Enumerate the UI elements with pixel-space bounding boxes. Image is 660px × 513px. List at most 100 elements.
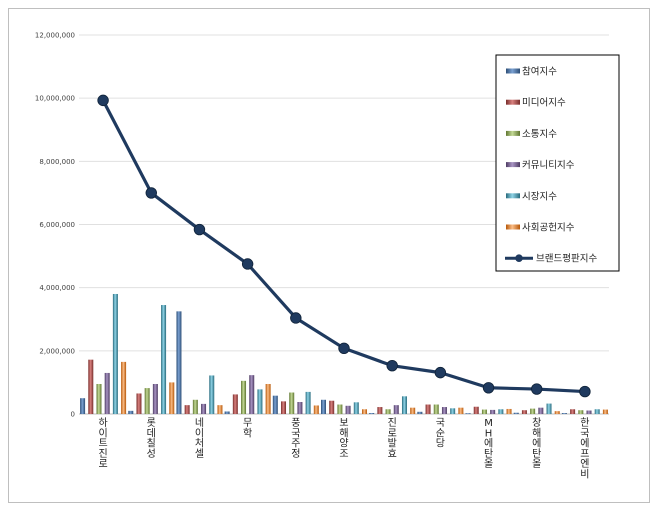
bar-5-9: [498, 409, 504, 414]
bar-1-5: [272, 395, 278, 414]
bar-6-4: [265, 383, 271, 414]
bar-2-11: [570, 409, 576, 414]
bar-5-4: [257, 389, 263, 414]
bar-4-5: [297, 401, 303, 414]
bar-3-5: [289, 392, 295, 414]
y-tick-label: 6,000,000: [39, 221, 75, 229]
bar-4-4: [249, 375, 255, 414]
brand-index-line: [97, 94, 591, 398]
bar-1-1: [80, 398, 86, 414]
bar-2-8: [425, 404, 431, 414]
legend-label: 참여지수: [522, 66, 557, 78]
bar-3-3: [192, 399, 198, 414]
bar-1-11: [561, 413, 567, 414]
bar-4-8: [441, 407, 447, 414]
bar-4-10: [538, 407, 544, 414]
line-point-5: [290, 312, 302, 324]
bar-4-3: [201, 403, 207, 414]
bar-4-11: [586, 410, 592, 414]
bar-5-2: [161, 305, 167, 414]
bar-3-11: [578, 410, 584, 414]
bar-3-4: [241, 380, 247, 414]
bar-3-2: [144, 388, 150, 414]
line-point-1: [97, 94, 109, 107]
bar-1-8: [417, 411, 423, 414]
bar-3-10: [530, 408, 536, 414]
legend-label: 미디어지수: [522, 98, 566, 109]
y-axis: 0 2,000,000 4,000,000 6,000,000 8,000,000 10,…: [35, 32, 75, 419]
legend-swatch: [506, 193, 520, 199]
bar-3-9: [481, 409, 487, 414]
line-point-3: [193, 223, 206, 236]
bar-5-11: [594, 409, 600, 414]
bar-2-9: [473, 406, 479, 414]
bar-3-8: [433, 404, 439, 414]
line-point-6: [338, 342, 350, 355]
legend-swatch: [506, 162, 520, 168]
bar-5-7: [401, 396, 407, 414]
bar-6-5: [313, 405, 319, 414]
bar-4-9: [490, 409, 496, 414]
legend-label: 사회공헌지수: [522, 223, 575, 234]
bar-1-9: [465, 413, 471, 414]
bar-5-8: [450, 408, 456, 414]
gridlines: [79, 34, 609, 415]
bar-6-1: [121, 361, 127, 414]
legend-label: 소통지수: [522, 129, 557, 140]
y-tick-label: 4,000,000: [39, 284, 75, 292]
bar-6-9: [506, 408, 512, 414]
bar-6-8: [458, 407, 464, 414]
y-tick-label: 2,000,000: [39, 347, 75, 355]
line-point-7: [386, 359, 398, 372]
chart-frame: 0 2,000,000 4,000,000 6,000,000 8,000,000 10,…: [8, 8, 650, 503]
legend-label: 브랜드평판지수: [536, 254, 597, 265]
bar-3-7: [385, 409, 391, 414]
legend-swatch: [506, 68, 520, 74]
bar-2-2: [136, 393, 142, 414]
bar-6-2: [169, 382, 175, 414]
bar-4-2: [152, 383, 158, 414]
bar-5-3: [209, 375, 215, 414]
y-tick-label: 10,000,000: [35, 95, 75, 103]
line-point-9: [482, 382, 495, 394]
bar-1-7: [369, 413, 375, 414]
y-tick-label: 12,000,000: [35, 32, 75, 40]
bar-3-1: [96, 383, 102, 414]
bar-1-3: [176, 311, 182, 414]
bar-2-6: [329, 400, 335, 414]
bar-2-4: [232, 394, 238, 414]
bar-3-6: [337, 404, 343, 414]
x-axis: 하 이 트 진 로 롯 데 칠 성 네 이 처 셀 무 학 풍 국 주 정 보 해 양 조 진 로 발 효 국 순 당 M H 에 탄 올 창 해 에 탄 올…: [98, 416, 589, 481]
legend-label: 커뮤니티지수: [522, 160, 575, 171]
bar-4-6: [345, 405, 351, 414]
line-point-4: [241, 258, 254, 270]
bar-2-1: [88, 359, 94, 414]
bar-1-2: [128, 410, 134, 414]
bar-2-3: [184, 405, 190, 414]
bar-6-10: [554, 411, 560, 414]
bar-6-11: [602, 409, 608, 414]
bar-5-6: [353, 402, 359, 414]
bar-1-6: [321, 399, 326, 414]
legend-swatch: [506, 99, 520, 105]
bar-6-3: [217, 405, 223, 414]
bar-6-7: [410, 407, 416, 414]
bar-6-6: [362, 409, 367, 414]
y-tick-label: 8,000,000: [39, 158, 75, 166]
bar-5-5: [305, 391, 311, 414]
bar-4-1: [104, 372, 110, 414]
line-point-11: [579, 385, 591, 398]
y-tick-label: 0: [71, 411, 75, 419]
chart-canvas: 0 2,000,000 4,000,000 6,000,000 8,000,000 10,…: [35, 32, 620, 481]
